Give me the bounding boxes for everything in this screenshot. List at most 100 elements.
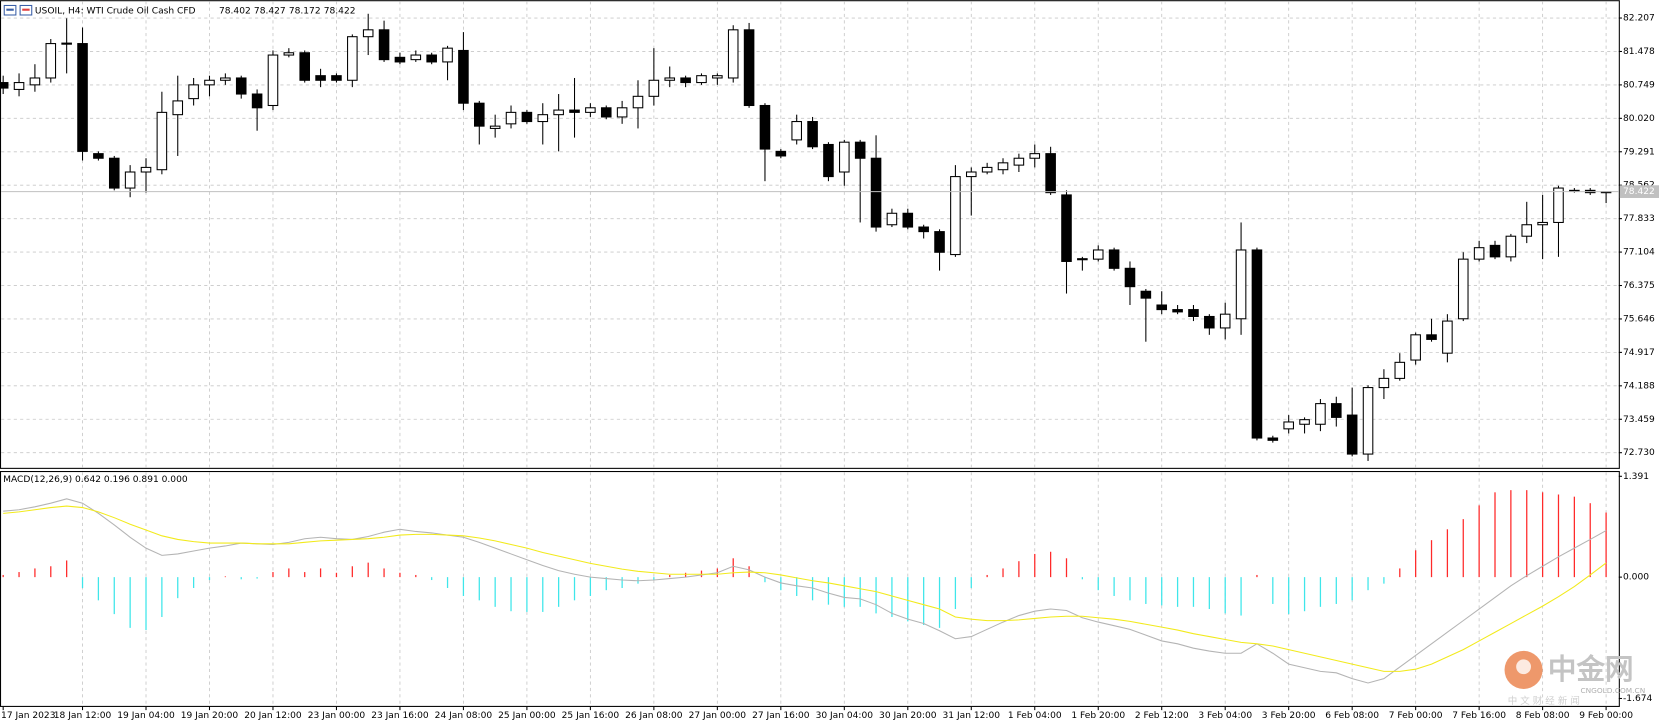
candle-body: [1315, 403, 1326, 425]
candle-body: [600, 107, 612, 118]
candle-body: [1457, 258, 1469, 320]
candle-body: [918, 226, 929, 233]
grid-layer: [1, 1, 1619, 707]
candle-body: [1553, 187, 1564, 223]
candle-body: [458, 49, 469, 104]
ohlc-low: 78.172: [289, 6, 321, 16]
candle-body: [1235, 249, 1247, 320]
time-label: 3 Feb 04:00: [1198, 711, 1252, 721]
candle-body: [632, 95, 644, 109]
candle-body: [378, 29, 390, 61]
candle-body: [585, 107, 596, 113]
candle-body: [1283, 421, 1294, 430]
candle-body: [410, 54, 422, 61]
candle-body: [537, 114, 549, 123]
candle-body: [188, 84, 199, 100]
macd-line: [3, 505, 1607, 672]
candle-body: [569, 109, 580, 113]
candle-body: [648, 79, 660, 97]
candle-body: [791, 121, 802, 141]
candle-body: [1426, 334, 1437, 340]
candle-body: [839, 141, 850, 173]
macd-title: MACD(12,26,9) 0.642 0.196 0.891 0.000: [3, 475, 188, 485]
candle-body: [1061, 194, 1072, 262]
ohlc-close: 78.422: [324, 6, 356, 16]
candle-body: [981, 166, 993, 173]
candle-body: [299, 52, 311, 81]
candle-body: [1219, 313, 1231, 329]
candle-body: [13, 82, 25, 90]
time-label: 20 Jan 12:00: [244, 711, 302, 721]
candle-body: [1378, 377, 1390, 389]
candle-body: [616, 107, 628, 118]
candle-body: [331, 75, 342, 81]
time-label: 7 Feb 16:00: [1452, 711, 1506, 721]
time-label: 1 Feb 20:00: [1071, 711, 1125, 721]
candle-body: [362, 29, 374, 38]
candle-body: [1140, 290, 1152, 299]
candle-body: [1013, 157, 1025, 166]
candle-body: [1204, 315, 1215, 329]
candle-body: [204, 79, 215, 86]
candle-body: [521, 111, 533, 123]
candle-body: [394, 56, 406, 63]
watermark-title: 中金网: [1548, 652, 1634, 686]
candle-body: [1299, 419, 1310, 425]
candle-body: [347, 36, 358, 81]
time-label: 17 Jan 2023: [1, 711, 56, 721]
candle-body: [997, 162, 1009, 171]
candle-body: [426, 54, 437, 63]
candle-body: [1331, 403, 1342, 418]
candle-body: [1124, 267, 1136, 288]
y-tick-label: 77.104: [1623, 248, 1655, 258]
symbol-icon-bar: [22, 8, 30, 11]
candle-body: [1267, 437, 1279, 441]
candle-body: [1172, 309, 1183, 313]
candle-body: [1346, 414, 1358, 455]
time-label: 23 Jan 00:00: [308, 711, 366, 721]
time-label: 27 Jan 16:00: [752, 711, 810, 721]
current-price-label: 78.422: [1623, 187, 1655, 197]
time-label: 27 Jan 00:00: [689, 711, 747, 721]
candle-body: [1362, 387, 1374, 455]
candle-body: [474, 102, 485, 127]
y-tick-label: 1.391: [1623, 472, 1649, 482]
time-label: 31 Jan 12:00: [943, 711, 1001, 721]
time-label: 25 Jan 16:00: [562, 711, 620, 721]
candle-body: [727, 29, 739, 79]
y-tick-label: 75.646: [1623, 314, 1655, 324]
candle-body: [140, 166, 152, 173]
candle-body: [124, 171, 136, 189]
candle-body: [267, 54, 279, 107]
candle-body: [172, 100, 184, 116]
candle-body: [712, 75, 723, 79]
y-tick-label: 80.749: [1623, 80, 1655, 90]
ohlc-high: 78.427: [254, 6, 286, 16]
candle-body: [1029, 153, 1041, 159]
candle-body: [1045, 153, 1056, 194]
watermark: 中金网 CNGOLD.COM.CN 中 文 财 经 新 闻: [1504, 650, 1645, 707]
candle-body: [934, 231, 945, 253]
y-tick-label: 0.000: [1623, 573, 1649, 583]
time-label: 9 Feb 00:00: [1579, 711, 1633, 721]
candle-body: [61, 42, 72, 45]
time-label: 19 Jan 20:00: [181, 711, 239, 721]
candle-body: [1108, 249, 1120, 269]
candle-body: [807, 121, 818, 148]
candle-body: [283, 52, 295, 56]
candle-body: [442, 47, 453, 63]
time-label: 30 Jan 04:00: [816, 711, 874, 721]
candle-body: [0, 82, 9, 89]
candle-body: [93, 153, 104, 159]
y-tick-label: 77.833: [1623, 214, 1655, 224]
candle-body: [1442, 320, 1453, 354]
candle-body: [156, 111, 168, 171]
ohlc-open: 78.402: [219, 6, 251, 16]
candle-body: [489, 125, 501, 129]
y-tick-label: 72.730: [1623, 448, 1655, 458]
y-tick-label: 74.917: [1623, 348, 1655, 358]
candle-body: [1394, 361, 1406, 379]
